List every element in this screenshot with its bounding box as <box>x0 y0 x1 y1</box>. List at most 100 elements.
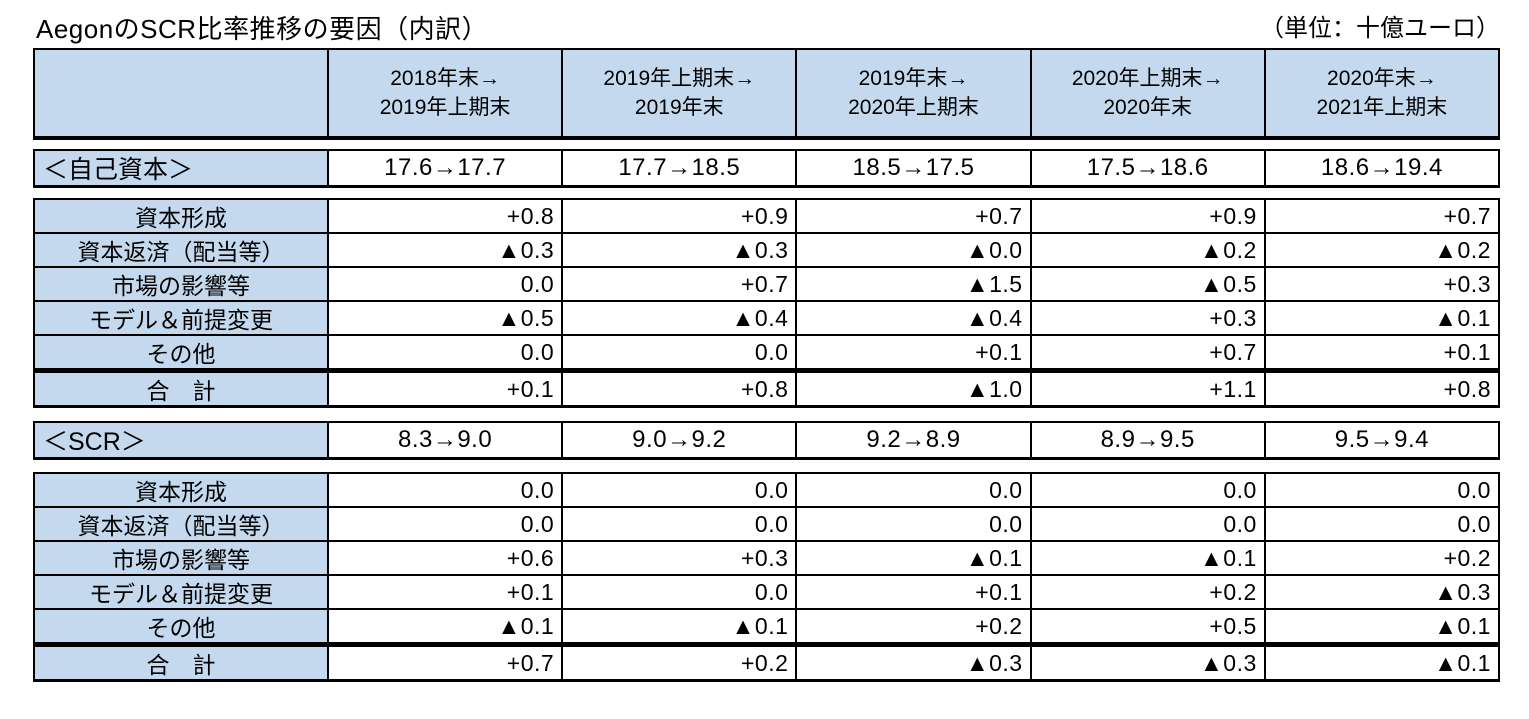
section-label-scr: ＜SCR＞ <box>35 423 327 457</box>
value-cell-3: ▲1.0 <box>795 373 1029 405</box>
row-label-cell: 合 計 <box>35 373 327 405</box>
section-header-row-equity: ＜自己資本＞ 17.6→17.7 17.7→18.5 18.5→17.5 17.5→18… <box>35 151 1498 185</box>
row-label-cell: 合 計 <box>35 647 327 679</box>
section-value-scr-1: 8.3→9.0 <box>327 423 561 457</box>
table-row: その他 ▲0.1 ▲0.1 +0.2 +0.5 ▲0.1 <box>35 608 1498 642</box>
table-row: 合 計 +0.7 +0.2 ▲0.3 ▲0.3 ▲0.1 <box>35 642 1498 679</box>
table-row: 資本形成 +0.8 +0.9 +0.7 +0.9 +0.7 <box>35 200 1498 232</box>
corner-cell <box>35 50 327 136</box>
value-cell-5: 0.0 <box>1263 474 1498 506</box>
value-cell-4: +0.5 <box>1029 610 1264 642</box>
value-cell-3: ▲0.4 <box>795 302 1029 334</box>
value-cell-4: +0.2 <box>1029 576 1264 608</box>
value-cell-3: ▲0.1 <box>795 542 1029 574</box>
value-cell-3: +0.7 <box>795 200 1029 232</box>
value-cell-1: +0.1 <box>327 576 561 608</box>
period-line-1: 2020年上期末→ <box>1071 67 1224 90</box>
value-cell-2: ▲0.1 <box>561 610 795 642</box>
period-header-block: 2018年末→ 2019年上期末 2019年上期末→ 2019年末 2019年末→ 202… <box>33 48 1500 140</box>
page-title: AegonのSCR比率推移の要因（内訳） <box>36 14 489 44</box>
detail-block-scr: 資本形成 0.0 0.0 0.0 0.0 0.0 資本返済（配当等） 0.0 0.0 0.0 0.0… <box>33 472 1500 682</box>
section-header-row-scr: ＜SCR＞ 8.3→9.0 9.0→9.2 9.2→8.9 8.9→9.5 9.5→9.4 <box>35 423 1498 457</box>
value-cell-3: +0.2 <box>795 610 1029 642</box>
value-cell-1: +0.8 <box>327 200 561 232</box>
value-cell-5: +0.7 <box>1263 200 1498 232</box>
section-value-scr-4: 8.9→9.5 <box>1029 423 1264 457</box>
value-cell-4: +0.7 <box>1029 336 1264 368</box>
value-cell-2: 0.0 <box>561 576 795 608</box>
value-cell-4: ▲0.5 <box>1029 268 1264 300</box>
period-line-2: 2020年上期末 <box>848 96 979 119</box>
detail-block-equity: 資本形成 +0.8 +0.9 +0.7 +0.9 +0.7 資本返済（配当等） ▲0.3 ▲0.… <box>33 198 1500 408</box>
row-label-cell: モデル＆前提変更 <box>35 576 327 608</box>
period-line-2: 2019年末 <box>634 96 724 119</box>
value-cell-1: +0.7 <box>327 647 561 679</box>
period-header-cell-3: 2019年末→ 2020年上期末 <box>795 50 1030 136</box>
value-cell-4: ▲0.1 <box>1029 542 1264 574</box>
table-row: 市場の影響等 +0.6 +0.3 ▲0.1 ▲0.1 +0.2 <box>35 540 1498 574</box>
row-label-cell: 市場の影響等 <box>35 542 327 574</box>
period-header-cell-2: 2019年上期末→ 2019年末 <box>561 50 796 136</box>
value-cell-1: ▲0.5 <box>327 302 561 334</box>
period-header-row: 2018年末→ 2019年上期末 2019年上期末→ 2019年末 2019年末→ 202… <box>35 50 1498 136</box>
value-cell-4: 0.0 <box>1029 474 1264 506</box>
row-label-cell: 資本形成 <box>35 474 327 506</box>
section-value-equity-1: 17.6→17.7 <box>327 151 561 185</box>
period-line-1: 2019年上期末→ <box>603 67 756 90</box>
row-label-cell: 資本形成 <box>35 200 327 232</box>
row-label-cell: 市場の影響等 <box>35 268 327 300</box>
value-cell-1: 0.0 <box>327 474 561 506</box>
value-cell-2: +0.2 <box>561 647 795 679</box>
value-cell-2: ▲0.3 <box>561 234 795 266</box>
value-cell-2: ▲0.4 <box>561 302 795 334</box>
value-cell-1: 0.0 <box>327 268 561 300</box>
row-label-cell: 資本返済（配当等） <box>35 508 327 540</box>
value-cell-1: 0.0 <box>327 508 561 540</box>
value-cell-2: +0.7 <box>561 268 795 300</box>
row-label-cell: モデル＆前提変更 <box>35 302 327 334</box>
value-cell-5: +0.3 <box>1263 268 1498 300</box>
value-cell-3: ▲0.3 <box>795 647 1029 679</box>
value-cell-3: +0.1 <box>795 576 1029 608</box>
value-cell-1: 0.0 <box>327 336 561 368</box>
value-cell-4: ▲0.3 <box>1029 647 1264 679</box>
value-cell-5: ▲0.1 <box>1263 647 1498 679</box>
table-sections: ＜自己資本＞ 17.6→17.7 17.7→18.5 18.5→17.5 17.5→18… <box>33 149 1500 682</box>
period-line-2: 2021年上期末 <box>1316 96 1448 119</box>
value-cell-5: ▲0.2 <box>1263 234 1498 266</box>
value-cell-5: ▲0.1 <box>1263 610 1498 642</box>
table-row: 合 計 +0.1 +0.8 ▲1.0 +1.1 +0.8 <box>35 368 1498 405</box>
value-cell-5: +0.2 <box>1263 542 1498 574</box>
section-header-equity: ＜自己資本＞ 17.6→17.7 17.7→18.5 18.5→17.5 17.5→18… <box>33 149 1500 188</box>
section-value-scr-2: 9.0→9.2 <box>561 423 795 457</box>
period-line-1: 2018年末→ <box>390 67 500 90</box>
table-row: 市場の影響等 0.0 +0.7 ▲1.5 ▲0.5 +0.3 <box>35 266 1498 300</box>
value-cell-4: 0.0 <box>1029 508 1264 540</box>
period-line-1: 2020年末→ <box>1327 67 1437 90</box>
value-cell-2: 0.0 <box>561 336 795 368</box>
period-header-cell-4: 2020年上期末→ 2020年末 <box>1029 50 1264 136</box>
table-row: その他 0.0 0.0 +0.1 +0.7 +0.1 <box>35 334 1498 368</box>
value-cell-4: +0.3 <box>1029 302 1264 334</box>
value-cell-1: +0.1 <box>327 373 561 405</box>
period-line-1: 2019年末→ <box>858 67 969 90</box>
value-cell-5: ▲0.1 <box>1263 302 1498 334</box>
value-cell-2: 0.0 <box>561 474 795 506</box>
value-cell-2: +0.3 <box>561 542 795 574</box>
table-row: モデル＆前提変更 +0.1 0.0 +0.1 +0.2 ▲0.3 <box>35 574 1498 608</box>
value-cell-1: +0.6 <box>327 542 561 574</box>
table-row: 資本返済（配当等） ▲0.3 ▲0.3 ▲0.0 ▲0.2 ▲0.2 <box>35 232 1498 266</box>
period-header-cell-1: 2018年末→ 2019年上期末 <box>327 50 562 136</box>
period-line-2: 2019年上期末 <box>379 96 511 119</box>
value-cell-4: ▲0.2 <box>1029 234 1264 266</box>
value-cell-2: +0.9 <box>561 200 795 232</box>
value-cell-1: ▲0.3 <box>327 234 561 266</box>
section-label-equity: ＜自己資本＞ <box>35 151 327 185</box>
unit-label: （単位：十億ユーロ） <box>1260 15 1500 42</box>
value-cell-4: +0.9 <box>1029 200 1264 232</box>
value-cell-3: 0.0 <box>795 474 1029 506</box>
section-header-scr: ＜SCR＞ 8.3→9.0 9.0→9.2 9.2→8.9 8.9→9.5 9.5→9.4 <box>33 421 1500 460</box>
value-cell-2: 0.0 <box>561 508 795 540</box>
section-value-equity-3: 18.5→17.5 <box>795 151 1029 185</box>
